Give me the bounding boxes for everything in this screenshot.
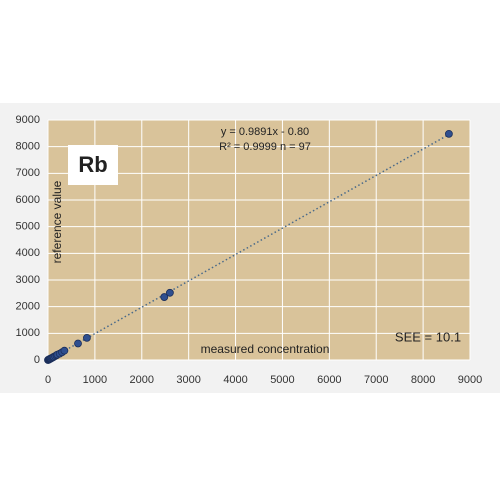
x-tick-label: 6000 bbox=[317, 374, 341, 386]
data-point bbox=[74, 339, 82, 348]
data-point bbox=[444, 129, 453, 138]
title-box bbox=[68, 145, 118, 185]
y-tick-label: 5000 bbox=[16, 221, 40, 233]
y-tick-label: 9000 bbox=[16, 114, 40, 126]
y-tick-label: 6000 bbox=[16, 194, 40, 206]
x-tick-label: 8000 bbox=[411, 374, 435, 386]
data-point bbox=[83, 333, 91, 342]
data-point bbox=[166, 288, 174, 297]
trendline bbox=[47, 133, 450, 361]
y-tick-label: 4000 bbox=[16, 247, 40, 259]
x-tick-label: 3000 bbox=[176, 374, 200, 386]
y-tick-label: 7000 bbox=[16, 167, 40, 179]
see-label: SEE = 10.1 bbox=[395, 329, 461, 344]
x-tick-label: 0 bbox=[45, 374, 51, 386]
equation: y = 0.9891x - 0.80 bbox=[221, 126, 309, 138]
x-axis-label: measured concentration bbox=[201, 342, 330, 356]
x-tick-label: 7000 bbox=[364, 374, 388, 386]
data-point bbox=[60, 346, 69, 355]
y-axis-label: reference value bbox=[50, 180, 64, 263]
y-tick-label: 1000 bbox=[16, 327, 40, 339]
y-tick-label: 2000 bbox=[16, 301, 40, 313]
x-tick-label: 2000 bbox=[130, 374, 154, 386]
y-tick-label: 8000 bbox=[16, 141, 40, 153]
x-tick-label: 5000 bbox=[270, 374, 294, 386]
r-squared: R² = 0.9999 n = 97 bbox=[219, 141, 311, 153]
x-tick-label: 9000 bbox=[458, 374, 482, 386]
x-tick-label: 4000 bbox=[223, 374, 247, 386]
x-tick-label: 1000 bbox=[83, 374, 107, 386]
chart-title: Rb bbox=[78, 152, 107, 177]
data-point bbox=[160, 293, 169, 301]
y-tick-label: 3000 bbox=[16, 274, 40, 286]
y-tick-label: 0 bbox=[34, 354, 40, 366]
